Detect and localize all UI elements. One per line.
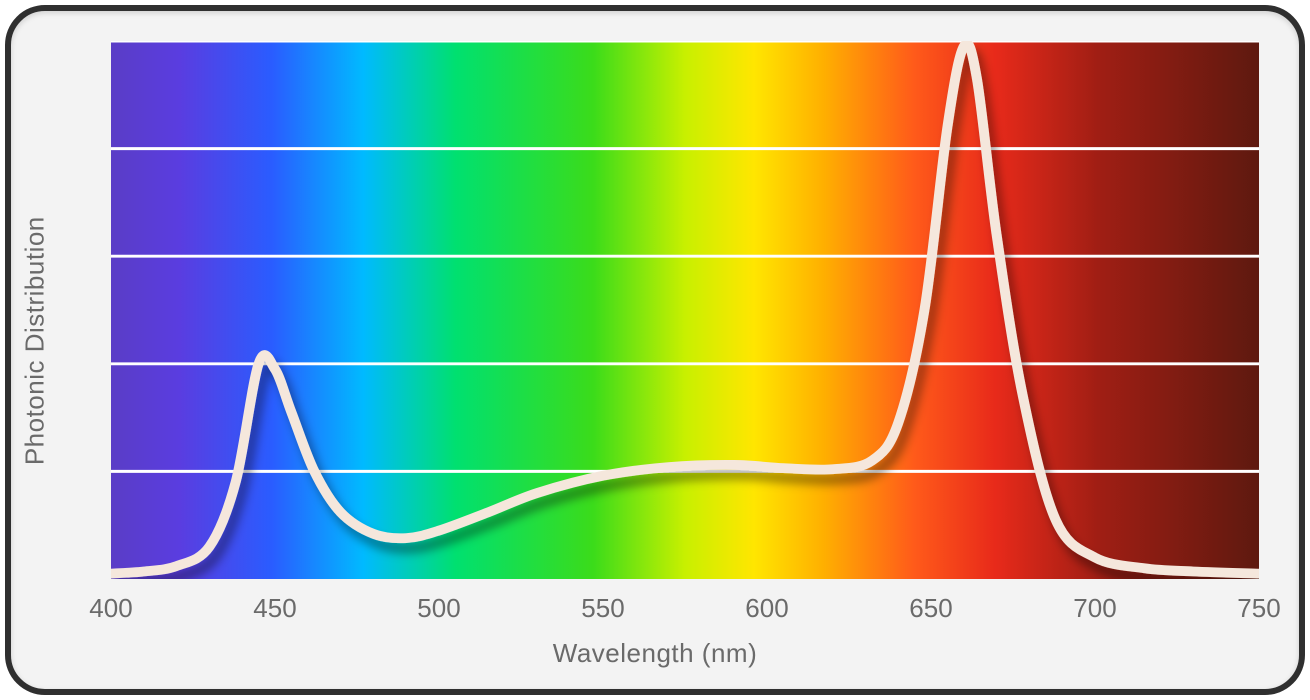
y-axis-label: Photonic Distribution bbox=[20, 216, 51, 465]
x-tick-label: 400 bbox=[89, 593, 132, 624]
x-tick-label: 650 bbox=[909, 593, 952, 624]
x-tick-label: 600 bbox=[745, 593, 788, 624]
spectrum-background bbox=[111, 41, 1259, 579]
x-tick-label: 500 bbox=[417, 593, 460, 624]
spectrum-plot bbox=[111, 41, 1259, 579]
x-tick-label: 450 bbox=[253, 593, 296, 624]
x-tick-label: 700 bbox=[1073, 593, 1116, 624]
plot-area bbox=[111, 41, 1259, 579]
x-tick-label: 550 bbox=[581, 593, 624, 624]
chart-frame: Photonic Distribution 400 450 500 550 600 650… bbox=[5, 5, 1305, 695]
x-axis-ticks: 400450500550600650700750 bbox=[111, 593, 1259, 623]
x-tick-label: 750 bbox=[1237, 593, 1280, 624]
x-axis-label: Wavelength (nm) bbox=[553, 638, 758, 669]
